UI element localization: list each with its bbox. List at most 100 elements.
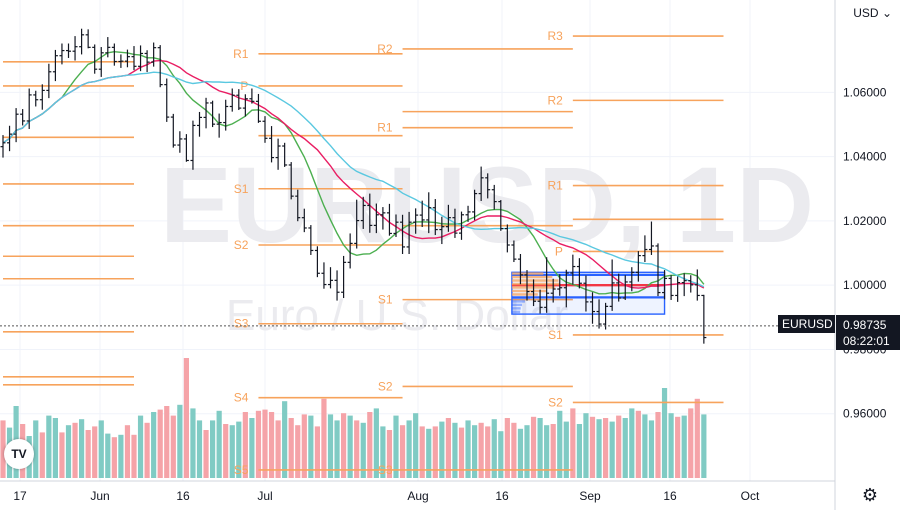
volume-bar <box>681 415 687 478</box>
ohlc-bar <box>321 262 327 289</box>
ohlc-bar <box>314 246 320 278</box>
volume-bar <box>367 412 373 478</box>
ohlc-bar <box>255 93 261 123</box>
ohlc-bar <box>563 269 569 308</box>
ohlc-bar <box>98 47 104 77</box>
volume-bar <box>589 416 596 478</box>
volume-bar <box>334 420 340 478</box>
ohlc-bar <box>622 275 628 300</box>
ohlc-bar <box>170 113 176 148</box>
volume-bar <box>426 428 432 478</box>
volume-profile-row <box>511 293 538 296</box>
volume-bar <box>98 420 104 478</box>
volume-bar <box>603 418 609 478</box>
ohlc-bar <box>138 45 144 72</box>
ohlc-bar <box>655 243 661 297</box>
volume-bar <box>268 412 275 478</box>
volume-bar <box>701 414 707 478</box>
volume-profile-row <box>511 289 547 293</box>
ohlc-bar <box>328 267 333 289</box>
volume-bar <box>321 398 327 478</box>
pivot-label: R1 <box>233 47 249 61</box>
volume-profile <box>511 271 666 315</box>
ohlc-bar <box>570 254 576 285</box>
currency-selector[interactable]: USD ⌄ <box>853 6 892 20</box>
volume-bar <box>295 425 301 478</box>
volume-profile-row <box>511 300 525 303</box>
ohlc-bar <box>72 36 78 61</box>
volume-bar <box>282 401 288 478</box>
volume-bar <box>229 425 235 478</box>
ohlc-bar <box>485 173 491 199</box>
volume-bar <box>537 418 543 478</box>
volume-bar <box>262 409 268 478</box>
ohlc-bar <box>33 90 39 107</box>
ohlc-bar <box>242 94 248 117</box>
last-price-tag: EURUSD 0.98735 08:22:01 <box>778 315 900 350</box>
volume-bar <box>544 425 550 478</box>
ohlc-bar <box>151 42 157 67</box>
time-tick-label: Jul <box>257 489 272 503</box>
ohlc-bar <box>79 28 85 55</box>
volume-bar <box>386 430 393 478</box>
ohlc-bar <box>308 225 314 255</box>
ohlc-bar <box>190 120 196 170</box>
ohlc-bar <box>0 135 6 158</box>
ohlc-bar <box>544 257 550 313</box>
tradingview-logo[interactable]: TV <box>4 439 34 469</box>
volume-bar <box>530 416 537 478</box>
ohlc-bar <box>85 29 91 49</box>
ohlc-bar <box>616 273 622 302</box>
ohlc-bar <box>59 43 65 65</box>
ohlc-bar <box>648 221 654 255</box>
ohlc-bar <box>472 189 478 221</box>
ohlc-bar <box>400 214 406 254</box>
price-tag-countdown: 08:22:01 <box>843 334 890 348</box>
ohlc-bar <box>236 89 242 111</box>
volume-bar <box>583 413 589 478</box>
volume-bar <box>203 430 209 478</box>
ohlc-bar <box>334 270 340 301</box>
volume-bar <box>458 427 465 478</box>
ohlc-bar <box>511 240 517 263</box>
volume-bar <box>465 420 471 478</box>
volume-bar <box>255 410 262 478</box>
volume-bar <box>301 414 307 478</box>
ohlc-bar <box>642 235 648 263</box>
volume-bar <box>124 425 131 478</box>
volume-profile-row <box>511 272 544 275</box>
ohlc-bar <box>39 84 45 110</box>
volume-bar <box>216 410 222 478</box>
ohlc-bar <box>124 49 130 68</box>
volume-profile-row <box>511 279 559 282</box>
volume-bar <box>0 420 6 478</box>
price-tag-bg <box>836 315 900 350</box>
volume-bar <box>360 422 366 478</box>
ohlc-bar <box>550 278 556 303</box>
ohlc-bar <box>504 224 510 253</box>
ohlc-bar <box>557 274 563 296</box>
volume-bar <box>576 424 582 478</box>
volume-bar <box>504 418 510 478</box>
ohlc-bar <box>131 46 137 71</box>
price-tick-label: 1.04000 <box>843 150 887 164</box>
volume-bar <box>183 358 189 478</box>
volume-bar <box>609 421 615 478</box>
symbol-tag-label: EURUSD <box>782 317 833 331</box>
volume-bar <box>557 410 563 478</box>
pivot-label: R1 <box>377 121 393 135</box>
volume-bar <box>79 419 85 478</box>
ohlc-bar <box>688 275 694 293</box>
time-axis[interactable]: 17 Jun 16 Jul Aug 16 Sep 16 Oct <box>13 489 760 503</box>
volume-bars <box>0 358 707 478</box>
volume-bar <box>105 433 111 478</box>
ohlc-bar <box>393 214 399 237</box>
pivot-label: S1 <box>548 328 563 342</box>
ohlc-bar <box>288 162 294 200</box>
volume-bar <box>439 421 445 478</box>
volume-bar <box>308 415 314 478</box>
gear-icon[interactable]: ⚙ <box>861 485 878 505</box>
time-tick-label: Aug <box>407 489 428 503</box>
price-axis[interactable]: 1.060001.040001.020001.000000.980000.960… <box>843 85 887 420</box>
